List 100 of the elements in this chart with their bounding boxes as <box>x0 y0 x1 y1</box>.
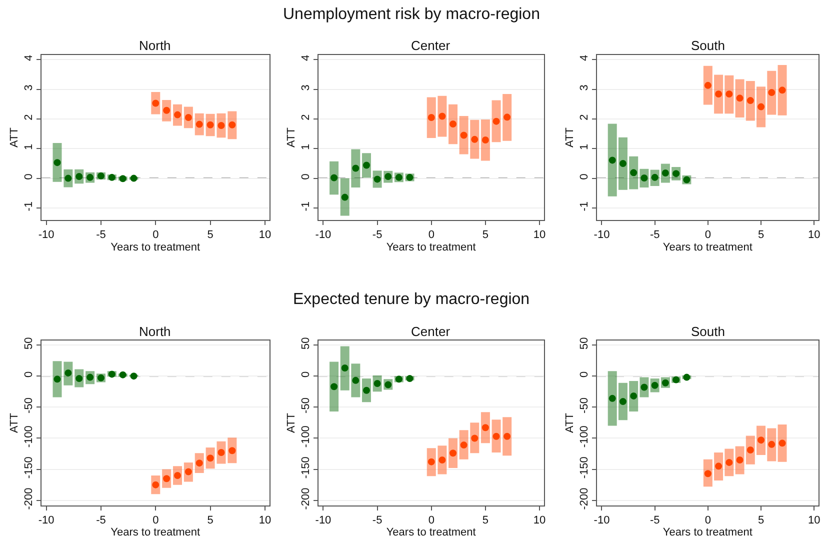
point <box>630 169 638 176</box>
point <box>482 136 489 144</box>
x-tick-label: -10 <box>594 514 610 527</box>
x-tick-label: 5 <box>482 229 489 242</box>
point <box>619 398 626 406</box>
y-axis-title: ATT <box>8 412 21 433</box>
point <box>341 364 348 372</box>
chart-title: Center <box>411 324 451 339</box>
point <box>482 424 489 432</box>
point <box>768 89 776 96</box>
point <box>715 462 722 470</box>
point <box>174 472 182 479</box>
point <box>374 380 381 388</box>
x-tick-label: -5 <box>372 514 382 527</box>
x-tick-label: 10 <box>808 229 820 242</box>
point <box>758 436 765 444</box>
x-tick-label: -5 <box>372 229 382 242</box>
x-axis-title: Years to treatment <box>662 526 752 539</box>
point <box>174 111 182 118</box>
y-axis-title: ATT <box>564 127 576 148</box>
x-axis-title: Years to treatment <box>110 241 200 254</box>
x-tick-label: 0 <box>152 229 159 242</box>
point <box>119 371 126 378</box>
point <box>130 174 138 182</box>
y-tick-label: 2 <box>23 114 35 120</box>
y-tick-label: 0 <box>23 174 35 180</box>
chart-title: Center <box>411 38 451 53</box>
point <box>428 458 435 466</box>
y-tick-label: 1 <box>23 144 35 150</box>
x-tick-label: 0 <box>704 229 711 242</box>
y-tick-label: -200 <box>23 488 35 510</box>
x-tick-label: 5 <box>482 514 489 527</box>
x-axis-title: Years to treatment <box>662 241 752 254</box>
point <box>76 375 83 382</box>
x-tick-label: 0 <box>152 514 159 527</box>
point <box>86 174 94 181</box>
point <box>54 159 61 166</box>
point <box>352 164 360 172</box>
point <box>726 90 733 98</box>
point <box>362 386 370 394</box>
x-tick-label: -10 <box>38 514 54 527</box>
x-tick-label: 10 <box>258 229 272 242</box>
x-tick-label: -5 <box>650 514 660 527</box>
y-tick-label: 1 <box>300 144 312 150</box>
point <box>438 456 446 464</box>
y-tick-label: -50 <box>578 398 591 414</box>
point <box>228 121 236 128</box>
x-tick-label: -10 <box>594 229 610 242</box>
x-axis-title: Years to treatment <box>386 241 476 254</box>
point <box>726 458 733 466</box>
point <box>715 90 722 98</box>
y-tick-label: -50 <box>23 398 35 414</box>
y-tick-label: 50 <box>300 337 312 350</box>
point <box>768 440 776 448</box>
point <box>384 173 392 180</box>
point <box>746 446 754 454</box>
y-tick-label: 0 <box>300 174 312 180</box>
point <box>758 103 765 110</box>
y-tick-label: 4 <box>23 54 35 62</box>
y-tick-label: 2 <box>578 114 591 120</box>
point <box>471 434 478 442</box>
point <box>352 376 360 384</box>
y-tick-label: 3 <box>23 84 35 91</box>
text: Unemployment risk by macro-region <box>283 6 540 23</box>
point <box>746 97 754 104</box>
point <box>450 120 457 128</box>
x-tick-label: 5 <box>758 229 764 242</box>
point <box>460 442 468 449</box>
point <box>196 460 203 467</box>
y-tick-label: 0 <box>23 371 35 378</box>
y-axis-title: ATT <box>564 412 576 433</box>
point <box>218 122 225 129</box>
y-tick-label: -100 <box>300 426 312 448</box>
point <box>450 450 457 457</box>
y-tick-label: 0 <box>578 174 591 180</box>
y-tick-label: 0 <box>300 371 312 378</box>
x-tick-label: 5 <box>758 514 764 527</box>
x-tick-label: -10 <box>38 229 54 242</box>
y-tick-label: -150 <box>23 456 35 479</box>
y-tick-label: 1 <box>578 144 591 150</box>
point <box>704 470 712 478</box>
y-axis-title: ATT <box>286 412 298 433</box>
y-tick-label: -1 <box>578 201 591 212</box>
y-tick-label: 50 <box>578 337 591 350</box>
x-axis-title: Years to treatment <box>386 526 476 539</box>
x-tick-label: 5 <box>207 514 214 527</box>
point <box>640 174 648 182</box>
x-tick-label: -10 <box>315 229 332 242</box>
point <box>608 394 616 402</box>
x-tick-label: 0 <box>428 229 434 242</box>
x-tick-label: 10 <box>808 514 820 527</box>
point <box>206 454 214 462</box>
point <box>341 194 348 201</box>
point <box>504 432 511 440</box>
point <box>736 94 744 102</box>
y-tick-label: -50 <box>300 398 312 414</box>
x-tick-label: 0 <box>704 514 711 527</box>
point <box>662 169 669 176</box>
point <box>54 376 61 383</box>
point <box>384 381 392 388</box>
